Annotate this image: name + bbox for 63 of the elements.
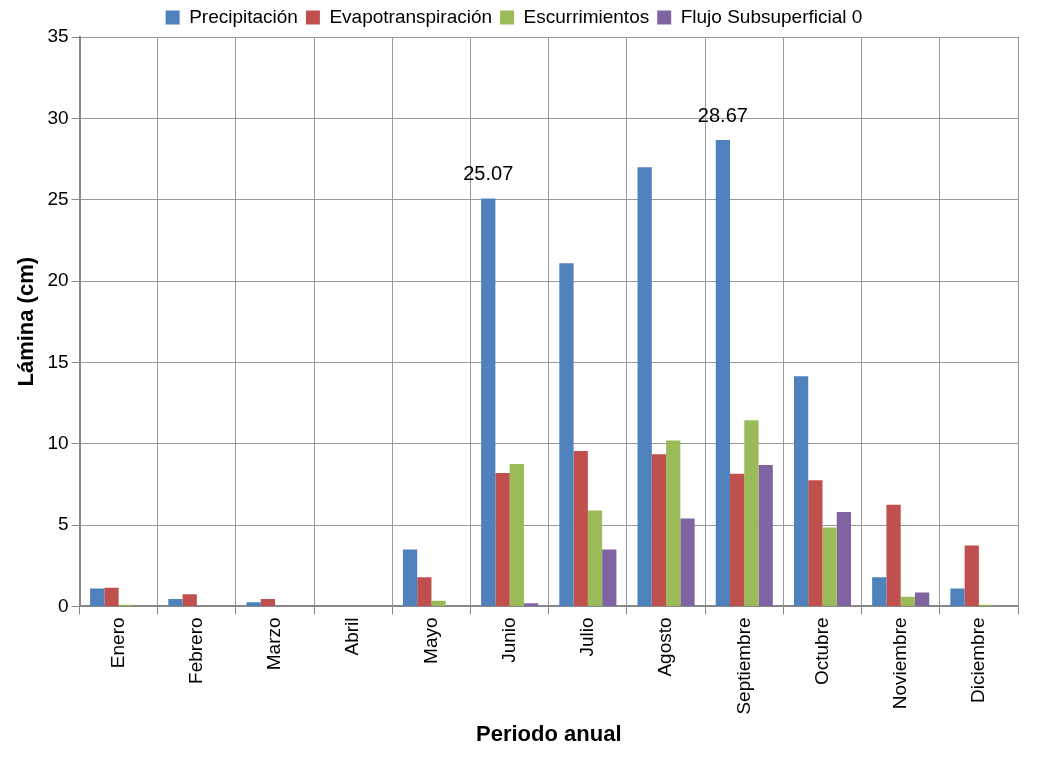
- bar: [715, 139, 731, 606]
- bar: [481, 198, 496, 606]
- bar: [680, 518, 695, 606]
- y-tick-label: 25: [47, 187, 69, 209]
- legend-label: Precipitación: [189, 5, 298, 27]
- bar: [822, 527, 837, 606]
- y-tick-label: 20: [47, 269, 69, 291]
- x-tick-label: Marzo: [263, 617, 285, 671]
- bar: [246, 602, 261, 606]
- bar: [523, 603, 539, 606]
- bar: [417, 577, 432, 606]
- y-tick-label: 15: [47, 350, 69, 372]
- bar: [602, 549, 617, 606]
- x-tick-label: Febrero: [185, 617, 207, 684]
- bar: [744, 420, 759, 606]
- y-tick-label: 0: [57, 594, 69, 616]
- bar: [964, 545, 979, 606]
- bar: [182, 594, 197, 606]
- bar: [495, 473, 510, 606]
- x-tick-label: Diciembre: [967, 617, 989, 703]
- bar: [730, 473, 745, 606]
- data-label: 28.67: [697, 103, 748, 126]
- bar: [900, 596, 915, 606]
- bar: [90, 588, 105, 606]
- bar: [914, 592, 930, 606]
- x-tick-label: Julio: [576, 617, 598, 657]
- y-tick-label: 10: [47, 431, 69, 453]
- bar: [872, 577, 887, 606]
- bar: [836, 512, 852, 606]
- x-tick-label: Enero: [106, 617, 128, 669]
- bar: [651, 454, 667, 606]
- bar: [573, 451, 588, 606]
- bar: [758, 464, 773, 606]
- bar: [793, 376, 809, 606]
- bar: [402, 549, 418, 606]
- bar: [431, 600, 446, 606]
- bar: [950, 588, 965, 606]
- x-tick-label: Mayo: [419, 617, 441, 664]
- legend-label: Escurrimientos: [523, 5, 650, 27]
- y-tick-label: 35: [47, 25, 69, 47]
- x-tick-label: Octubre: [810, 617, 832, 686]
- y-tick-label: 5: [57, 513, 69, 535]
- x-tick-label: Septiembre: [732, 617, 754, 715]
- bar: [666, 440, 681, 606]
- x-tick-label: Agosto: [654, 617, 676, 677]
- x-tick-label: Junio: [497, 617, 519, 663]
- legend-label: Flujo Subsuperficial 0: [680, 5, 863, 27]
- bar: [886, 504, 901, 606]
- bar: [808, 480, 823, 606]
- x-tick-label: Noviembre: [888, 617, 910, 710]
- bar: [559, 263, 574, 606]
- bar: [637, 167, 652, 606]
- bar: [260, 599, 276, 606]
- y-tick-label: 30: [47, 106, 69, 128]
- x-tick-label: Abril: [341, 617, 363, 656]
- y-axis-title: Lámina (cm): [13, 256, 39, 387]
- data-label: 25.07: [463, 162, 514, 185]
- bar: [104, 587, 119, 606]
- bar: [587, 510, 603, 606]
- x-axis-title: Periodo anual: [476, 720, 622, 746]
- bar: [509, 464, 524, 606]
- bar: [168, 599, 183, 606]
- legend-label: Evapotranspiración: [329, 5, 493, 27]
